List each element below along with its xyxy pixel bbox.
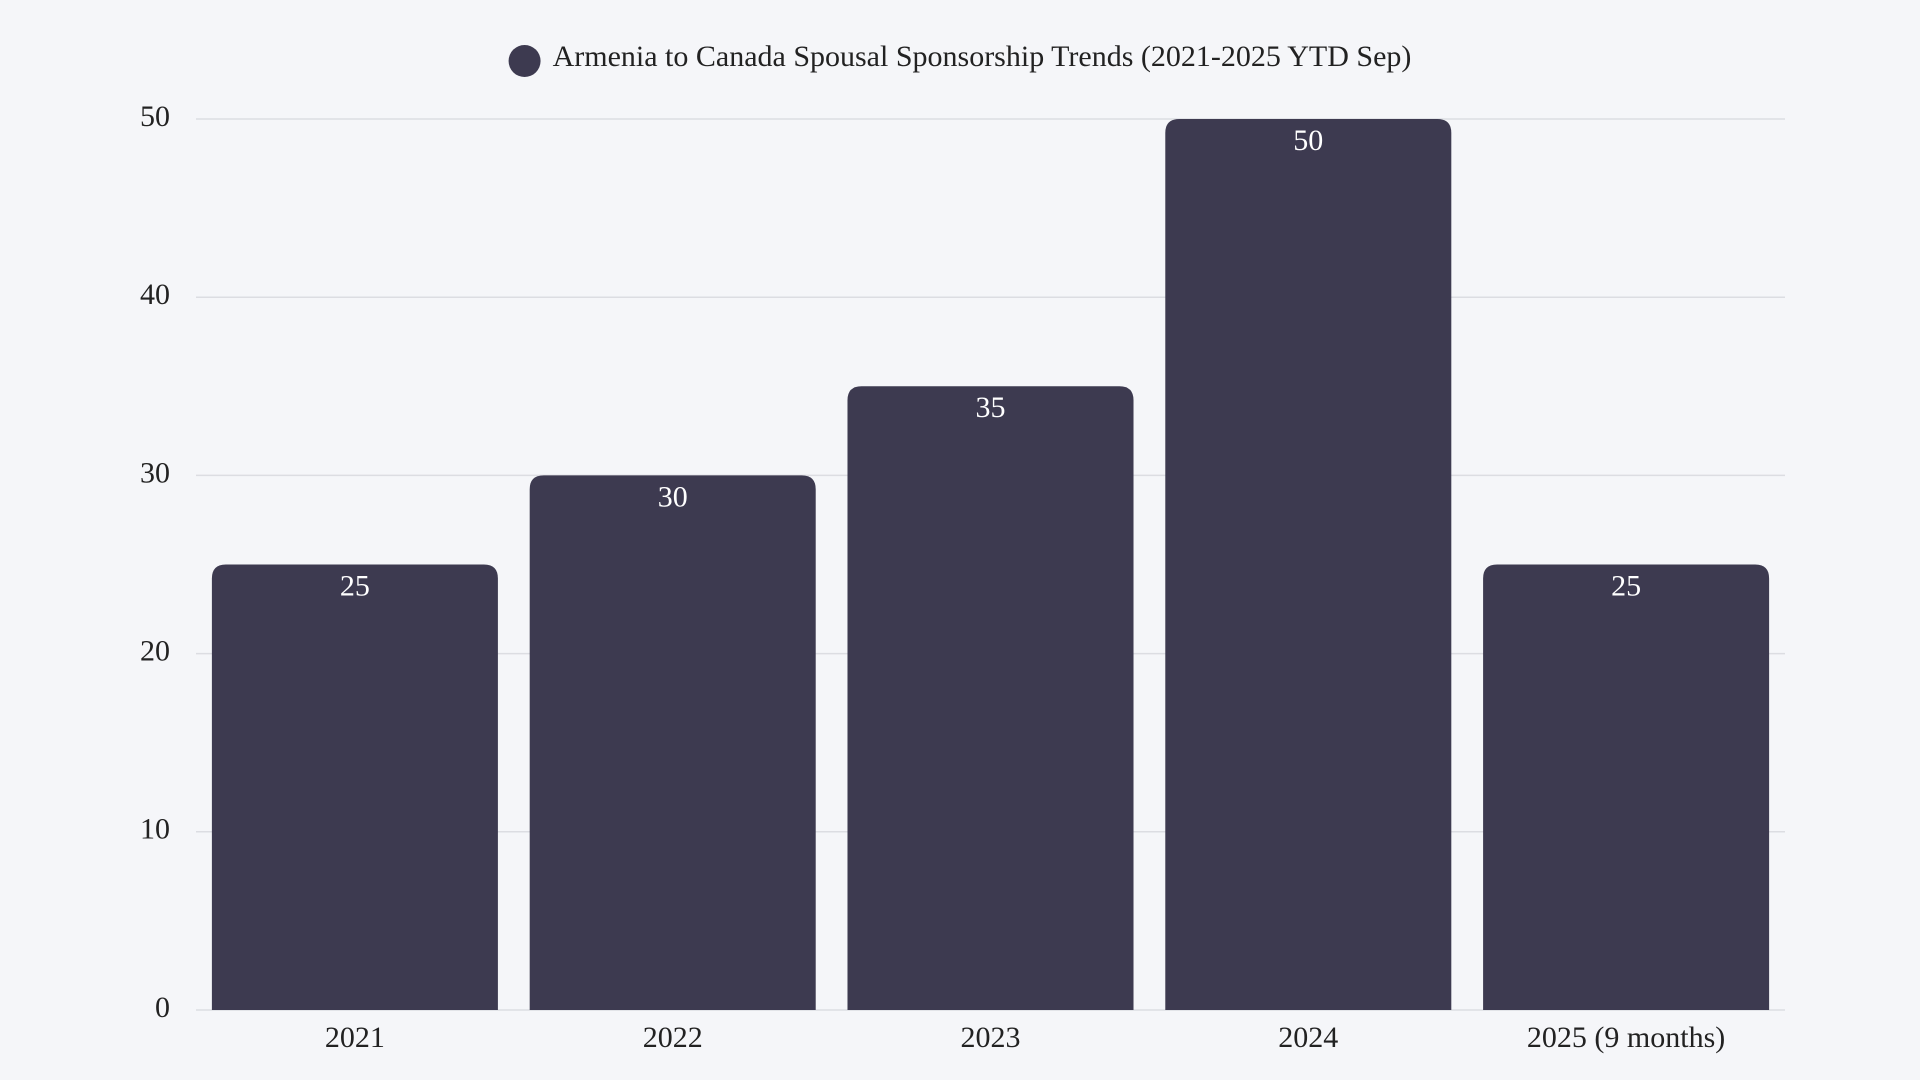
y-tick-label: 10 <box>140 813 170 846</box>
x-tick-label: 2021 <box>325 1021 385 1054</box>
legend-swatch <box>508 45 541 77</box>
data-label: 35 <box>976 391 1006 424</box>
x-tick-label: 2023 <box>961 1021 1021 1054</box>
y-tick-label: 50 <box>140 100 170 133</box>
data-label: 30 <box>658 480 688 513</box>
bar <box>1165 119 1452 1010</box>
x-tick-label: 2024 <box>1278 1021 1338 1054</box>
y-tick-label: 0 <box>155 991 170 1024</box>
x-tick-label: 2025 (9 months) <box>1527 1021 1725 1054</box>
x-tick-label: 2022 <box>643 1021 703 1054</box>
bar <box>847 386 1134 1010</box>
bar <box>1483 564 1770 1010</box>
legend-label: Armenia to Canada Spousal Sponsorship Tr… <box>553 40 1412 73</box>
data-label: 25 <box>340 569 370 602</box>
bar <box>529 475 816 1010</box>
data-label: 25 <box>1611 569 1641 602</box>
bar <box>211 564 498 1010</box>
y-tick-label: 20 <box>140 634 170 667</box>
y-tick-label: 30 <box>140 456 170 489</box>
data-label: 50 <box>1293 124 1323 157</box>
y-tick-label: 40 <box>140 278 170 311</box>
